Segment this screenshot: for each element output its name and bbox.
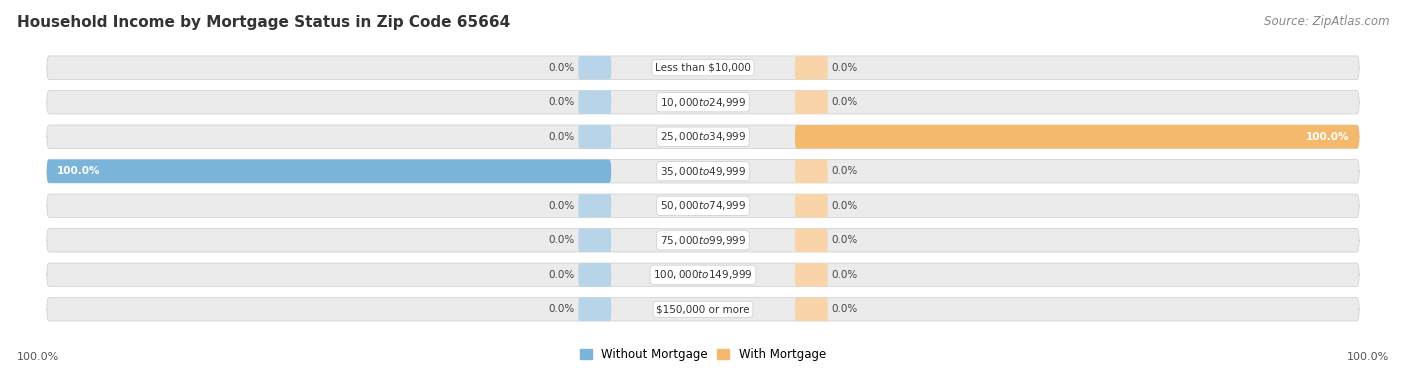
Text: 0.0%: 0.0%: [548, 235, 575, 245]
Text: 0.0%: 0.0%: [831, 97, 858, 107]
FancyBboxPatch shape: [578, 125, 612, 149]
Text: 0.0%: 0.0%: [548, 63, 575, 73]
FancyBboxPatch shape: [794, 263, 828, 287]
Text: 0.0%: 0.0%: [548, 201, 575, 211]
Text: $35,000 to $49,999: $35,000 to $49,999: [659, 165, 747, 178]
Text: 0.0%: 0.0%: [548, 304, 575, 314]
FancyBboxPatch shape: [578, 228, 612, 252]
Text: $75,000 to $99,999: $75,000 to $99,999: [659, 234, 747, 247]
Text: $10,000 to $24,999: $10,000 to $24,999: [659, 96, 747, 109]
FancyBboxPatch shape: [794, 56, 828, 80]
FancyBboxPatch shape: [46, 228, 1360, 252]
Text: 0.0%: 0.0%: [831, 304, 858, 314]
Text: Household Income by Mortgage Status in Zip Code 65664: Household Income by Mortgage Status in Z…: [17, 15, 510, 30]
Text: Less than $10,000: Less than $10,000: [655, 63, 751, 73]
Legend: Without Mortgage, With Mortgage: Without Mortgage, With Mortgage: [575, 343, 831, 366]
Text: 100.0%: 100.0%: [56, 166, 100, 176]
Text: 0.0%: 0.0%: [548, 132, 575, 142]
FancyBboxPatch shape: [794, 159, 828, 183]
Text: 0.0%: 0.0%: [831, 270, 858, 280]
Text: 0.0%: 0.0%: [548, 97, 575, 107]
FancyBboxPatch shape: [46, 125, 1360, 149]
FancyBboxPatch shape: [578, 56, 612, 80]
Text: 100.0%: 100.0%: [17, 352, 59, 362]
Text: 100.0%: 100.0%: [1306, 132, 1350, 142]
Text: Source: ZipAtlas.com: Source: ZipAtlas.com: [1264, 15, 1389, 28]
Text: 100.0%: 100.0%: [1347, 352, 1389, 362]
FancyBboxPatch shape: [578, 194, 612, 218]
FancyBboxPatch shape: [794, 228, 828, 252]
Text: $150,000 or more: $150,000 or more: [657, 304, 749, 314]
FancyBboxPatch shape: [794, 297, 828, 321]
Text: $25,000 to $34,999: $25,000 to $34,999: [659, 130, 747, 143]
Text: $50,000 to $74,999: $50,000 to $74,999: [659, 199, 747, 212]
FancyBboxPatch shape: [794, 90, 828, 114]
Text: 0.0%: 0.0%: [831, 201, 858, 211]
FancyBboxPatch shape: [578, 297, 612, 321]
FancyBboxPatch shape: [46, 297, 1360, 321]
Text: 0.0%: 0.0%: [548, 270, 575, 280]
Text: 0.0%: 0.0%: [831, 166, 858, 176]
FancyBboxPatch shape: [794, 125, 1360, 149]
FancyBboxPatch shape: [46, 263, 1360, 287]
FancyBboxPatch shape: [46, 159, 1360, 183]
FancyBboxPatch shape: [46, 56, 1360, 80]
FancyBboxPatch shape: [46, 90, 1360, 114]
FancyBboxPatch shape: [46, 194, 1360, 218]
Text: 0.0%: 0.0%: [831, 235, 858, 245]
FancyBboxPatch shape: [578, 263, 612, 287]
FancyBboxPatch shape: [794, 194, 828, 218]
FancyBboxPatch shape: [46, 159, 612, 183]
FancyBboxPatch shape: [578, 90, 612, 114]
Text: $100,000 to $149,999: $100,000 to $149,999: [654, 268, 752, 281]
Text: 0.0%: 0.0%: [831, 63, 858, 73]
